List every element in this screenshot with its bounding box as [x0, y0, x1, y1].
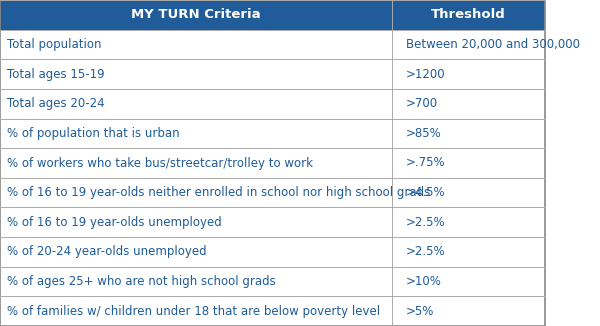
Text: % of 20-24 year-olds unemployed: % of 20-24 year-olds unemployed	[7, 245, 206, 259]
Text: Total ages 20-24: Total ages 20-24	[7, 97, 104, 110]
Text: % of families w/ children under 18 that are below poverty level: % of families w/ children under 18 that …	[7, 305, 380, 318]
FancyBboxPatch shape	[392, 178, 545, 207]
Text: % of workers who take bus/streetcar/trolley to work: % of workers who take bus/streetcar/trol…	[7, 156, 313, 170]
FancyBboxPatch shape	[392, 237, 545, 267]
Text: % of ages 25+ who are not high school grads: % of ages 25+ who are not high school gr…	[7, 275, 275, 288]
Text: % of 16 to 19 year-olds neither enrolled in school nor high school grads: % of 16 to 19 year-olds neither enrolled…	[7, 186, 430, 199]
FancyBboxPatch shape	[392, 296, 545, 326]
FancyBboxPatch shape	[392, 59, 545, 89]
FancyBboxPatch shape	[0, 178, 392, 207]
FancyBboxPatch shape	[0, 0, 392, 30]
FancyBboxPatch shape	[392, 89, 545, 119]
FancyBboxPatch shape	[0, 119, 392, 148]
Text: >1200: >1200	[406, 67, 445, 81]
Text: >4.5%: >4.5%	[406, 186, 445, 199]
FancyBboxPatch shape	[0, 30, 392, 59]
FancyBboxPatch shape	[0, 237, 392, 267]
FancyBboxPatch shape	[392, 119, 545, 148]
Text: >.75%: >.75%	[406, 156, 445, 170]
Text: % of 16 to 19 year-olds unemployed: % of 16 to 19 year-olds unemployed	[7, 216, 221, 229]
FancyBboxPatch shape	[0, 148, 392, 178]
FancyBboxPatch shape	[0, 207, 392, 237]
Text: % of population that is urban: % of population that is urban	[7, 127, 179, 140]
FancyBboxPatch shape	[392, 148, 545, 178]
Text: >2.5%: >2.5%	[406, 245, 445, 259]
Text: >700: >700	[406, 97, 438, 110]
FancyBboxPatch shape	[0, 267, 392, 296]
FancyBboxPatch shape	[392, 0, 545, 30]
Text: >2.5%: >2.5%	[406, 216, 445, 229]
Text: >10%: >10%	[406, 275, 442, 288]
FancyBboxPatch shape	[392, 267, 545, 296]
Text: Between 20,000 and 300,000: Between 20,000 and 300,000	[406, 38, 580, 51]
Text: >5%: >5%	[406, 305, 434, 318]
FancyBboxPatch shape	[0, 296, 392, 326]
Text: Threshold: Threshold	[431, 8, 506, 21]
FancyBboxPatch shape	[0, 59, 392, 89]
Text: >85%: >85%	[406, 127, 442, 140]
Text: MY TURN Criteria: MY TURN Criteria	[131, 8, 261, 21]
Text: Total ages 15-19: Total ages 15-19	[7, 67, 104, 81]
FancyBboxPatch shape	[392, 207, 545, 237]
Text: Total population: Total population	[7, 38, 101, 51]
FancyBboxPatch shape	[392, 30, 545, 59]
FancyBboxPatch shape	[0, 89, 392, 119]
